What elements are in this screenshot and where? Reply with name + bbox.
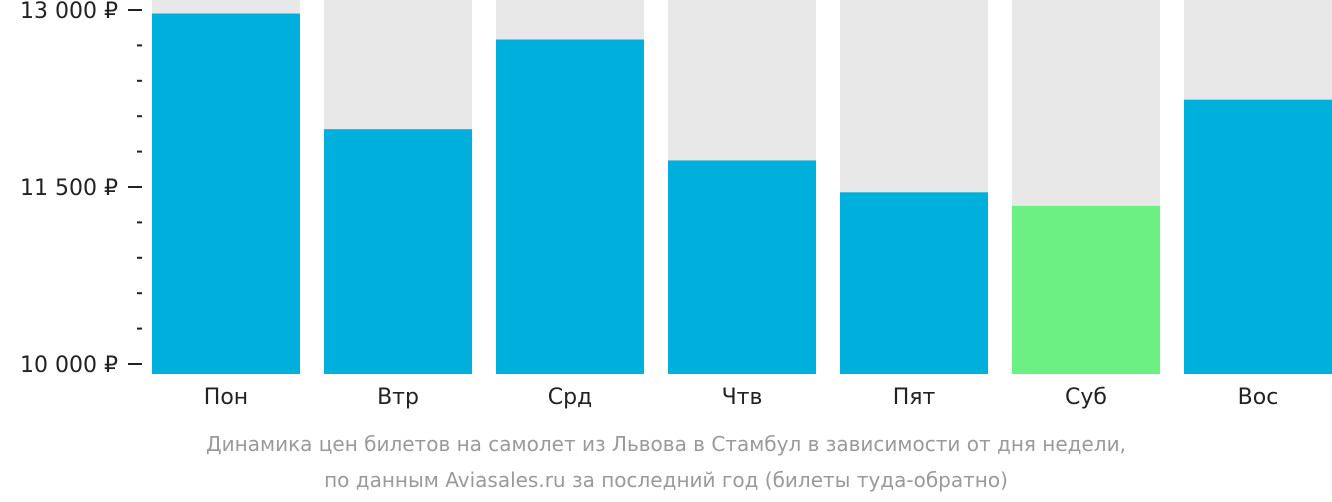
bars <box>152 0 1332 375</box>
x-tick-label: Срд <box>548 385 593 410</box>
bar-2 <box>496 39 644 374</box>
bar-5 <box>1012 205 1160 374</box>
x-axis: Пон Втр Срд Чтв Пят Суб Вос <box>204 385 1279 410</box>
x-tick-label: Втр <box>377 385 419 410</box>
y-axis: 13 000 ₽ 11 500 ₽ 10 000 ₽ <box>20 0 142 378</box>
y-tick-label: 11 500 ₽ <box>20 176 118 201</box>
bar-6 <box>1184 99 1332 375</box>
x-tick-label: Вос <box>1238 385 1279 410</box>
price-by-weekday-chart: 13 000 ₽ 11 500 ₽ 10 000 ₽ Пон Втр Срд Чтв Пят… <box>20 0 1332 410</box>
chart-caption-line-2: по данным Aviasales.ru за последний год … <box>324 468 1008 492</box>
bar-3 <box>668 160 816 374</box>
x-tick-label: Пон <box>204 385 248 410</box>
x-tick-label: Чтв <box>722 385 763 410</box>
x-tick-label: Суб <box>1065 385 1107 410</box>
bar-4 <box>840 192 988 374</box>
x-tick-label: Пят <box>893 385 936 410</box>
y-tick-label: 10 000 ₽ <box>20 353 118 378</box>
bar-0 <box>152 13 300 374</box>
y-tick-label: 13 000 ₽ <box>20 0 118 24</box>
chart-caption-line-1: Динамика цен билетов на самолет из Львов… <box>206 432 1126 456</box>
bar-1 <box>324 129 472 374</box>
